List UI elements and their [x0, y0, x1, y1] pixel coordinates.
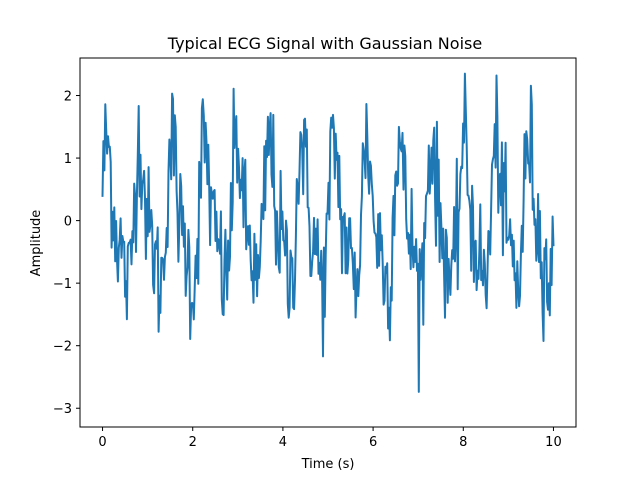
x-tick-label: 4 — [279, 435, 287, 450]
y-axis-label: Amplitude — [29, 210, 44, 277]
x-axis: 0 2 4 6 8 10 — [98, 427, 562, 450]
y-tick-label: 2 — [64, 90, 72, 105]
y-tick-label: 1 — [64, 152, 72, 167]
plot-area — [79, 57, 577, 428]
y-tick-label: 0 — [64, 215, 72, 230]
y-axis: −3 −2 −1 0 1 2 — [53, 90, 80, 417]
axes-frame — [79, 57, 577, 428]
chart-title: Typical ECG Signal with Gaussian Noise — [167, 34, 482, 53]
x-tick-label: 2 — [189, 435, 197, 450]
x-tick-label: 0 — [98, 435, 106, 450]
x-tick-label: 6 — [369, 435, 377, 450]
y-tick-label: −3 — [53, 402, 72, 417]
series-line-ecg — [101, 72, 555, 393]
x-tick-label: 8 — [459, 435, 467, 450]
x-tick-label: 10 — [545, 435, 562, 450]
x-axis-label: Time (s) — [301, 457, 355, 472]
y-tick-label: −1 — [53, 277, 72, 292]
y-tick-label: −2 — [53, 340, 72, 355]
